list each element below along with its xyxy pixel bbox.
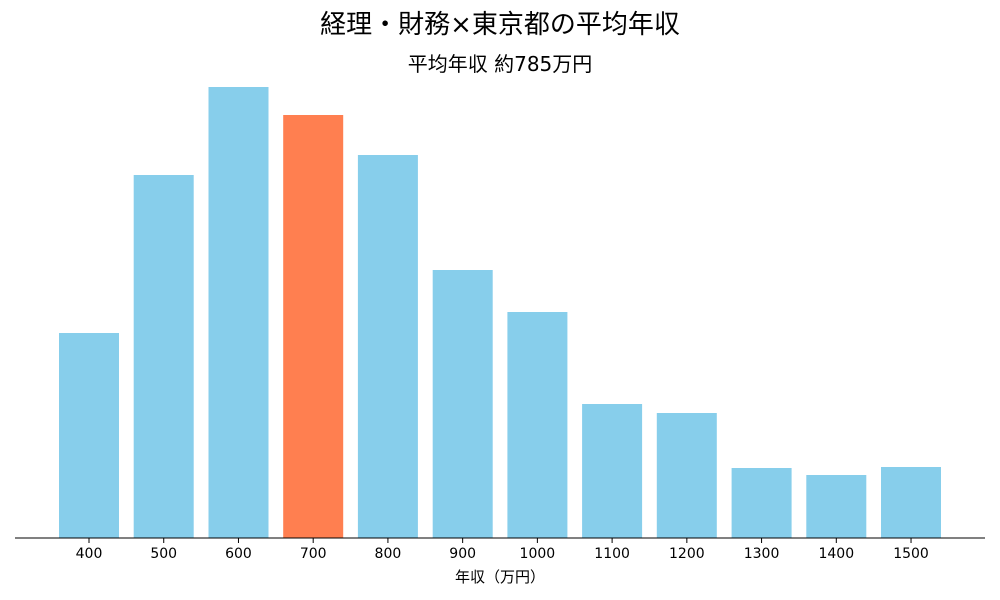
x-tick-label-1400: 1400 (818, 546, 854, 562)
x-tick-label-1500: 1500 (893, 546, 929, 562)
x-tick-label-1100: 1100 (594, 546, 630, 562)
bar-1200 (657, 413, 717, 538)
x-tick-label-500: 500 (150, 546, 177, 562)
x-tick-label-1000: 1000 (520, 546, 556, 562)
bar-900 (433, 270, 493, 538)
x-tick-label-800: 800 (375, 546, 402, 562)
bar-1300 (732, 468, 792, 538)
bar-1000 (507, 312, 567, 538)
x-tick-label-700: 700 (300, 546, 327, 562)
bar-600 (209, 87, 269, 538)
bar-1500 (881, 467, 941, 538)
bar-1100 (582, 404, 642, 538)
x-tick-label-600: 600 (225, 546, 252, 562)
x-ticks-group: 400 500 600 700 800 900 1000 1100 1200 1300 1400 15… (76, 538, 929, 562)
x-axis-label: 年収（万円） (455, 568, 545, 586)
x-tick-label-900: 900 (449, 546, 476, 562)
bar-400 (59, 333, 119, 538)
x-tick-label-1200: 1200 (669, 546, 705, 562)
bar-1400 (806, 475, 866, 538)
bar-700 (283, 115, 343, 538)
x-tick-label-400: 400 (76, 546, 103, 562)
x-tick-label-1300: 1300 (744, 546, 780, 562)
bars-group (59, 87, 941, 538)
bar-800 (358, 155, 418, 538)
bar-500 (134, 175, 194, 538)
